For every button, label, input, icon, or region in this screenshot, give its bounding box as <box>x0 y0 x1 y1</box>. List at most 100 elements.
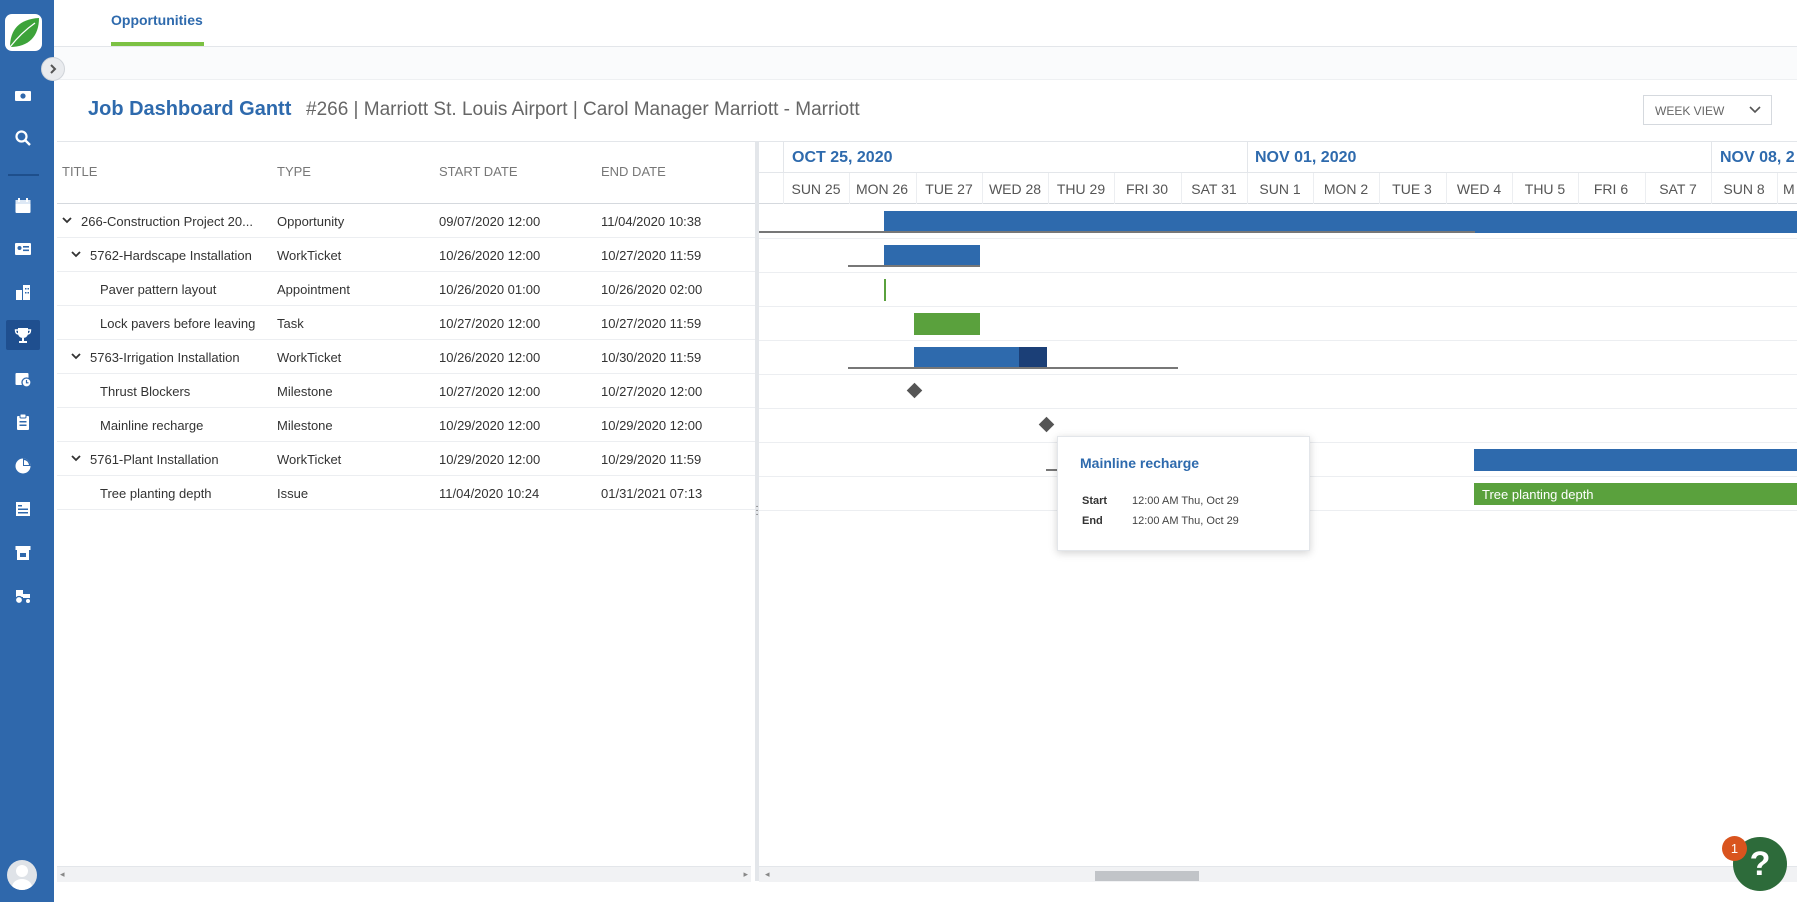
row-start-date: 10/29/2020 12:00 <box>439 418 541 433</box>
row-title: 5763-Irrigation Installation <box>90 350 240 365</box>
row-title: 266-Construction Project 20... <box>81 214 253 229</box>
timeline-day-header: 24 SUN 25 MON 26 TUE 27 WED 28 THU 29 FR… <box>759 173 1797 204</box>
row-title: Mainline recharge <box>100 418 204 433</box>
table-row[interactable]: Mainline recharge Milestone 10/29/2020 1… <box>57 408 757 442</box>
chevron-down-icon[interactable] <box>71 351 81 361</box>
row-end-date: 11/04/2020 10:38 <box>601 214 702 229</box>
table-row[interactable]: Lock pavers before leaving Task 10/27/20… <box>57 306 757 340</box>
milestone-diamond[interactable] <box>1038 416 1055 433</box>
gantt-bar-plant-installation[interactable] <box>1474 449 1797 471</box>
column-header-title[interactable]: TITLE <box>62 164 98 179</box>
building-icon[interactable] <box>6 277 40 307</box>
day-label: SUN 1 <box>1259 181 1301 197</box>
app-logo[interactable] <box>5 14 42 51</box>
gantt-timeline: OCT 25, 2020 NOV 01, 2020 NOV 08, 2 24 S… <box>759 141 1797 881</box>
gantt-grid: TITLE TYPE START DATE END DATE 266-Const… <box>57 141 757 881</box>
report-icon[interactable] <box>6 494 40 524</box>
row-end-date: 01/31/2021 07:13 <box>601 486 703 501</box>
day-label: FRI 30 <box>1125 181 1168 197</box>
row-type: Issue <box>277 486 309 501</box>
gantt-bar-irrigation[interactable] <box>914 347 1019 369</box>
table-row[interactable]: 5762-Hardscape Installation WorkTicket 1… <box>57 238 757 272</box>
milestone-diamond[interactable] <box>906 382 923 399</box>
baseline-bar <box>848 367 1178 369</box>
row-end-date: 10/27/2020 11:59 <box>601 316 702 331</box>
day-label: SUN 25 <box>791 181 841 197</box>
money-icon[interactable] <box>6 81 40 111</box>
tooltip-end-label: End <box>1082 515 1103 527</box>
row-end-date: 10/30/2020 11:59 <box>601 350 702 365</box>
column-header-start-date[interactable]: START DATE <box>439 164 518 179</box>
timeline-month-header: OCT 25, 2020 NOV 01, 2020 NOV 08, 2 <box>759 142 1797 173</box>
row-title: 5762-Hardscape Installation <box>90 248 252 263</box>
baseline-bar <box>759 231 1475 233</box>
row-title: Tree planting depth <box>100 486 212 501</box>
scroll-left-arrow[interactable]: ◂ <box>765 869 770 879</box>
sidebar-divider <box>8 174 39 176</box>
row-type: WorkTicket <box>277 350 342 365</box>
pane-splitter[interactable] <box>755 141 759 881</box>
calendar-clock-icon[interactable] <box>6 364 40 394</box>
chevron-down-icon <box>1749 106 1761 114</box>
day-label: FRI 6 <box>1593 181 1629 197</box>
splitter-handle[interactable]: · · · <box>755 501 759 520</box>
timeline-horizontal-scrollbar[interactable]: ◂ <box>759 866 1797 882</box>
tractor-icon[interactable] <box>6 581 40 611</box>
row-start-date: 10/26/2020 12:00 <box>439 350 541 365</box>
day-label: THU 29 <box>1056 181 1106 197</box>
day-label: SAT 31 <box>1191 181 1237 197</box>
table-row[interactable]: 266-Construction Project 20... Opportuni… <box>57 204 757 238</box>
grid-horizontal-scrollbar[interactable]: ◂ ▸ <box>57 866 751 882</box>
chevron-down-icon[interactable] <box>62 215 72 225</box>
scroll-left-arrow[interactable]: ◂ <box>60 869 65 879</box>
chevron-right-icon <box>50 64 57 74</box>
scroll-thumb[interactable] <box>1095 871 1199 881</box>
row-type: Opportunity <box>277 214 345 229</box>
tab-opportunities[interactable]: Opportunities <box>111 12 203 28</box>
row-type: WorkTicket <box>277 452 342 467</box>
search-icon[interactable] <box>6 123 40 153</box>
gantt-tooltip: Mainline recharge Start 12:00 AM Thu, Oc… <box>1057 436 1310 551</box>
gantt-bar-issue[interactable]: Tree planting depth <box>1474 483 1797 505</box>
row-type: Milestone <box>277 384 333 399</box>
active-tab-indicator <box>111 42 204 46</box>
calendar-icon[interactable] <box>6 191 40 221</box>
row-type: Milestone <box>277 418 333 433</box>
chevron-down-icon[interactable] <box>71 249 81 259</box>
gantt-bar-appointment[interactable] <box>884 279 886 301</box>
scroll-right-arrow[interactable]: ▸ <box>743 869 748 879</box>
day-label: SAT 7 <box>1659 181 1697 197</box>
row-end-date: 10/29/2020 11:59 <box>601 452 702 467</box>
page-title: Job Dashboard Gantt <box>88 98 292 120</box>
day-label: TUE 27 <box>925 181 973 197</box>
contact-card-icon[interactable] <box>6 234 40 264</box>
column-header-end-date[interactable]: END DATE <box>601 164 666 179</box>
view-select-dropdown[interactable]: WEEK VIEW <box>1643 95 1772 125</box>
pie-chart-icon[interactable] <box>6 451 40 481</box>
column-header-type[interactable]: TYPE <box>277 164 311 179</box>
page-subtitle: #266 | Marriott St. Louis Airport | Caro… <box>306 99 860 120</box>
table-row[interactable]: 5761-Plant Installation WorkTicket 10/29… <box>57 442 757 476</box>
left-sidebar <box>0 0 54 902</box>
table-row[interactable]: Thrust Blockers Milestone 10/27/2020 12:… <box>57 374 757 408</box>
table-row[interactable]: 5763-Irrigation Installation WorkTicket … <box>57 340 757 374</box>
gantt-bar-hardscape[interactable] <box>884 245 980 267</box>
row-start-date: 10/26/2020 01:00 <box>439 282 541 297</box>
month-label: NOV 08, 2 <box>1720 149 1795 166</box>
gantt-bar-task[interactable] <box>914 313 980 335</box>
table-row[interactable]: Paver pattern layout Appointment 10/26/2… <box>57 272 757 306</box>
row-title: Lock pavers before leaving <box>100 316 256 331</box>
chevron-down-icon[interactable] <box>71 453 81 463</box>
clipboard-icon[interactable] <box>6 407 40 437</box>
sidebar-expand-button[interactable] <box>41 57 65 81</box>
store-icon[interactable] <box>6 538 40 568</box>
trophy-icon[interactable] <box>6 320 40 350</box>
gantt-bar-project[interactable] <box>884 211 1797 233</box>
row-type: WorkTicket <box>277 248 342 263</box>
user-avatar[interactable] <box>7 860 37 890</box>
gantt-bar-irrigation-progress[interactable] <box>1019 347 1047 369</box>
row-start-date: 09/07/2020 12:00 <box>439 214 541 229</box>
table-row[interactable]: Tree planting depth Issue 11/04/2020 10:… <box>57 476 757 510</box>
help-button[interactable]: ? <box>1733 837 1787 891</box>
day-label: WED 28 <box>988 181 1042 197</box>
